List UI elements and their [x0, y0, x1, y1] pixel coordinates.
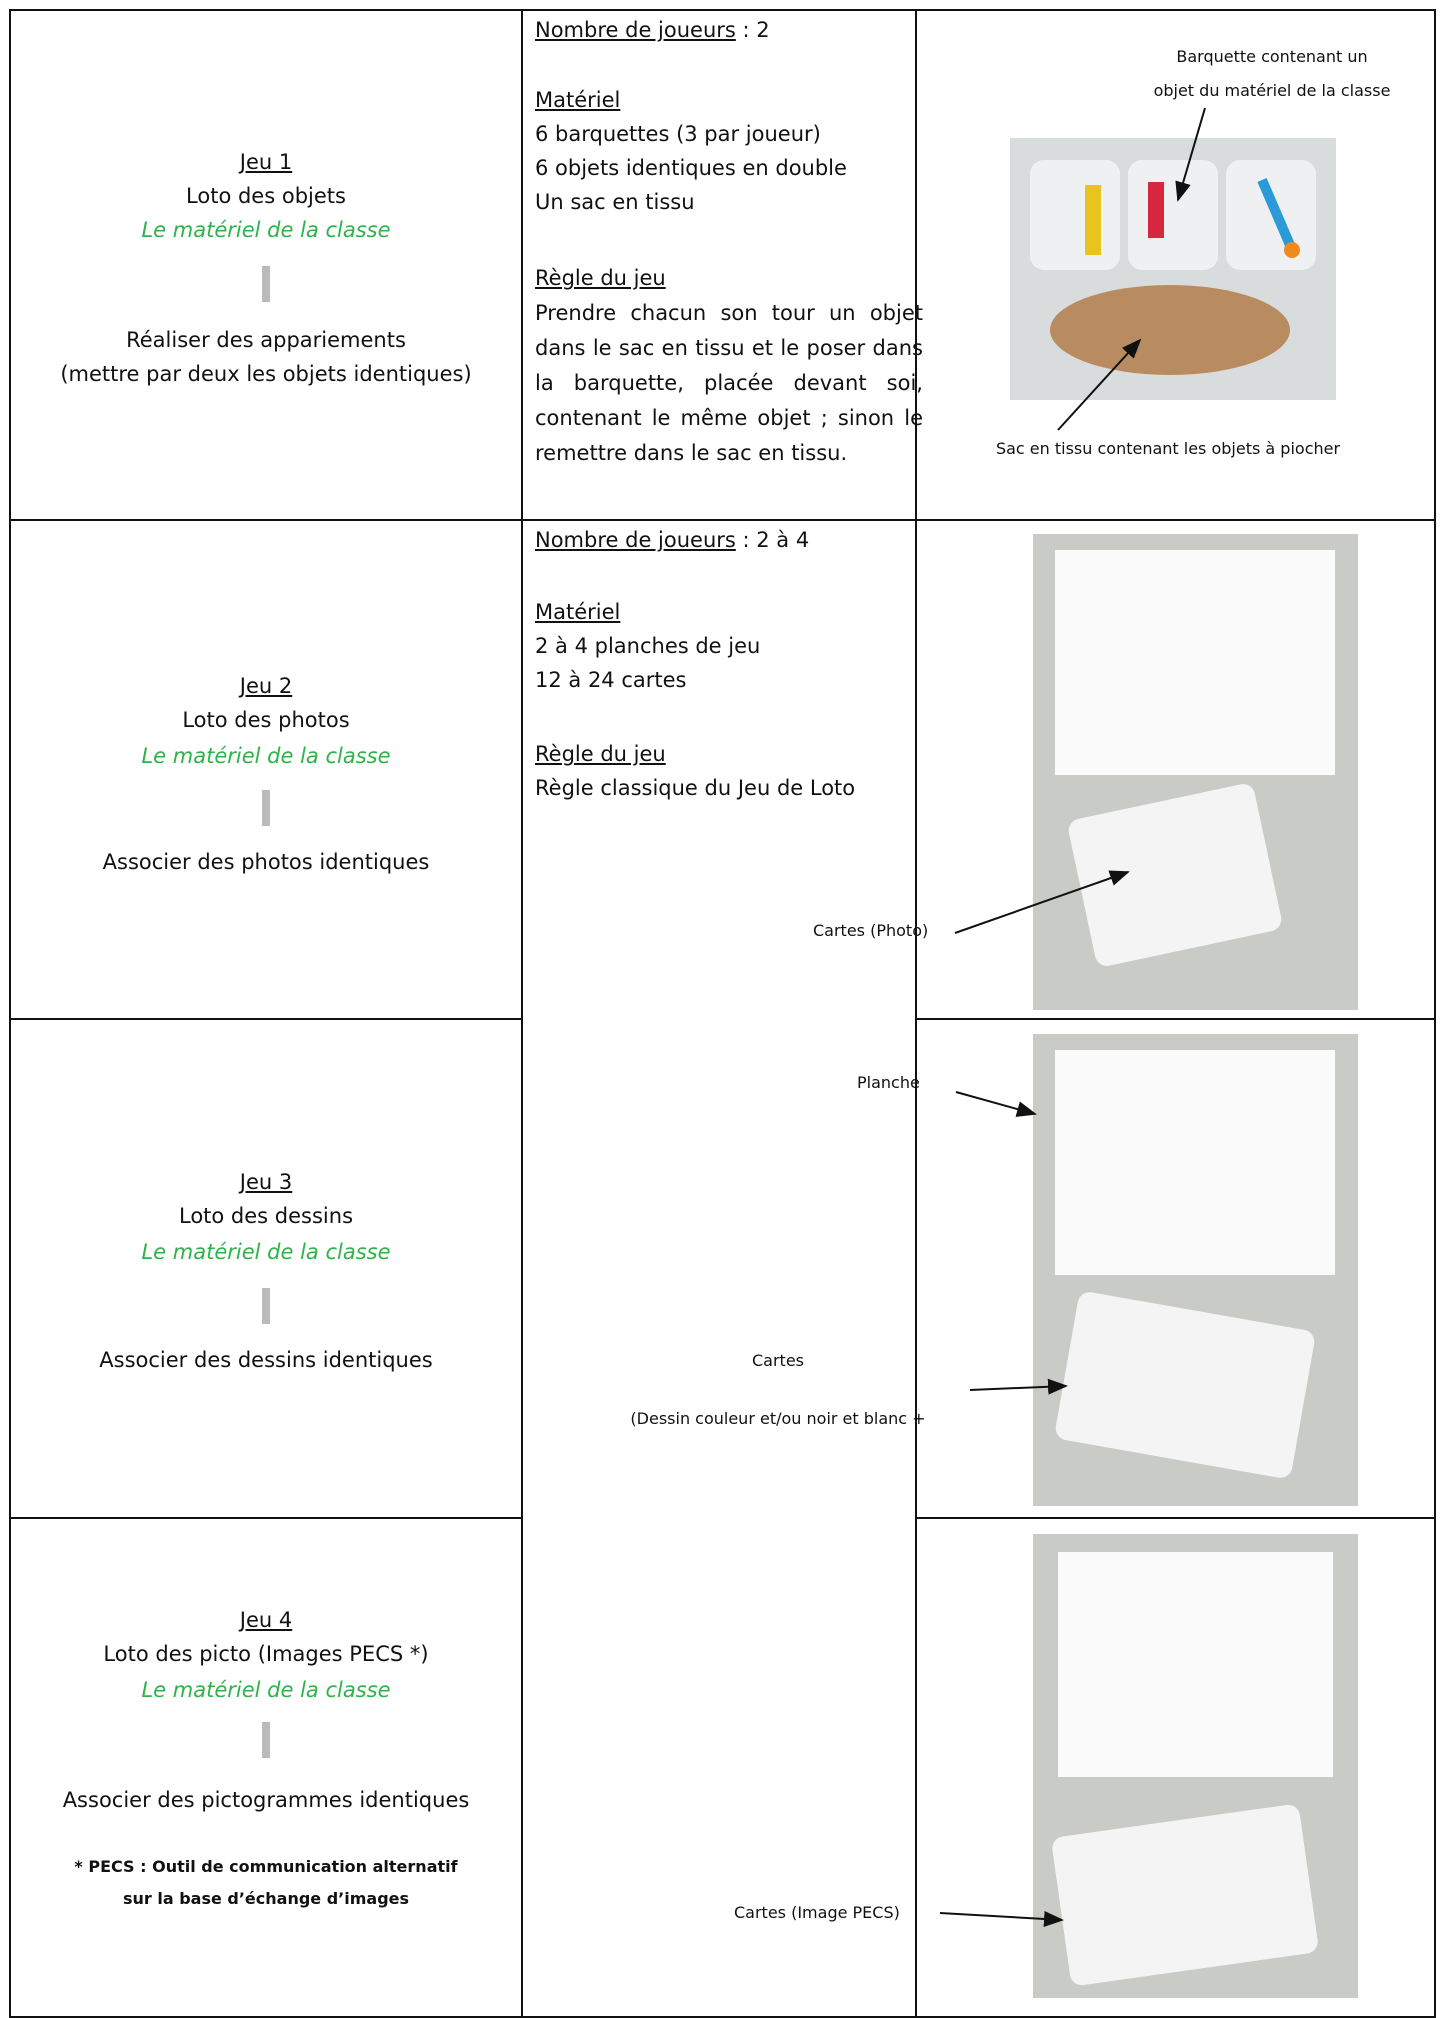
material-label: Matériel — [535, 88, 621, 112]
players-label: Nombre de joueurs — [535, 528, 736, 552]
annotation: Cartes — [751, 1351, 805, 1370]
rule-label: Règle du jeu — [535, 742, 666, 766]
annotation: Planche — [857, 1073, 920, 1092]
annotation: Barquette contenant un — [1176, 47, 1368, 66]
players: Nombre de joueurs : 2 — [535, 14, 770, 46]
annotation: objet du matériel de la classe — [1153, 81, 1391, 100]
game-label: Jeu 2 — [239, 674, 293, 698]
material-source: Le matériel de la classe — [141, 1678, 391, 1702]
material-label: Matériel — [535, 600, 621, 624]
material-item: 2 à 4 planches de jeu — [535, 634, 761, 658]
players: Nombre de joueurs : 2 à 4 — [535, 524, 809, 556]
objective: Associer des pictogrammes identiques — [62, 1788, 470, 1812]
objective-note: (mettre par deux les objets identiques) — [60, 362, 472, 386]
table-lines — [9, 9, 1436, 2018]
objective: Associer des photos identiques — [102, 850, 430, 874]
photo-1 — [1010, 138, 1336, 400]
annotation: (Dessin couleur et/ou noir et blanc + — [630, 1409, 926, 1428]
players-value: : 2 à 4 — [735, 528, 810, 552]
annotation: Sac en tissu contenant les objets à pioc… — [995, 439, 1341, 458]
game-name: Loto des picto (Images PECS *) — [103, 1642, 429, 1666]
rule: Prendre chacun son tour un objet dans le… — [535, 301, 923, 465]
game-label: Jeu 4 — [239, 1608, 293, 1632]
material-item: Un sac en tissu — [535, 190, 695, 214]
down-arrows — [262, 266, 270, 1758]
game-name: Loto des dessins — [178, 1204, 354, 1228]
game-label: Jeu 3 — [239, 1170, 293, 1194]
annotation: Cartes (Image PECS) — [734, 1903, 900, 1922]
players-label: Nombre de joueurs — [535, 18, 736, 42]
footnote: sur la base d’échange d’images — [122, 1889, 410, 1908]
photo-boards — [1033, 534, 1358, 1998]
game-name: Loto des photos — [182, 708, 350, 732]
material-source: Le matériel de la classe — [141, 218, 391, 242]
rule-label: Règle du jeu — [535, 266, 666, 290]
annotation: Cartes (Photo) — [813, 921, 929, 940]
rule: Règle classique du Jeu de Loto — [535, 776, 856, 800]
arrows — [939, 107, 1206, 1927]
game-name: Loto des objets — [186, 184, 346, 208]
material-item: 12 à 24 cartes — [535, 668, 687, 692]
material-source: Le matériel de la classe — [141, 744, 391, 768]
footnote: * PECS : Outil de communication alternat… — [74, 1857, 458, 1876]
objective: Réaliser des appariements — [126, 328, 406, 352]
material-item: 6 objets identiques en double — [535, 156, 847, 180]
objective: Associer des dessins identiques — [99, 1348, 433, 1372]
players-value: : 2 — [735, 18, 770, 42]
material-source: Le matériel de la classe — [141, 1240, 391, 1264]
game-label: Jeu 1 — [239, 150, 293, 174]
material-item: 6 barquettes (3 par joueur) — [535, 122, 821, 146]
